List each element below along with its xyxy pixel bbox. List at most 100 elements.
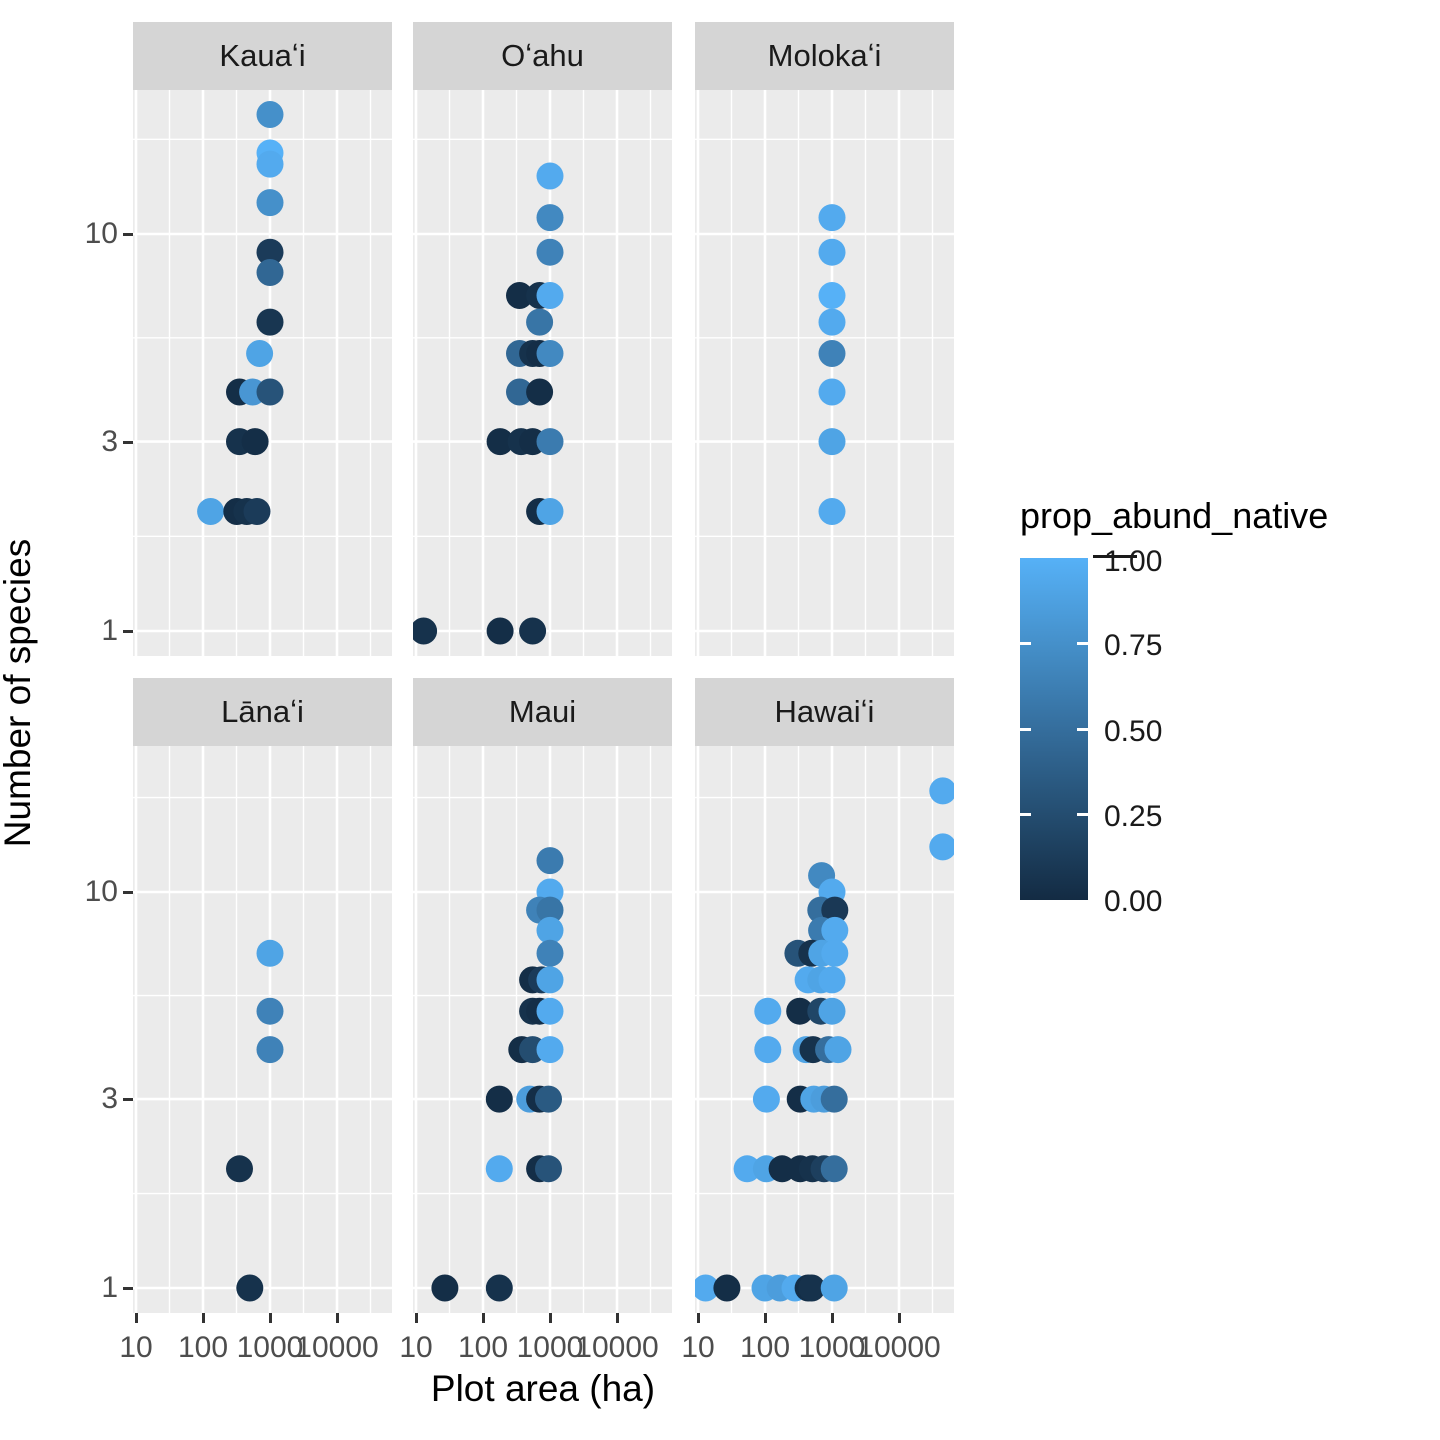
data-point bbox=[818, 340, 846, 367]
legend-title: prop_abund_native bbox=[1020, 495, 1329, 536]
x-tick-label: 10 bbox=[681, 1331, 715, 1364]
data-point bbox=[535, 1085, 562, 1113]
x-tick-mark bbox=[616, 1313, 619, 1323]
data-point bbox=[506, 282, 533, 309]
legend-tick-025-right bbox=[1077, 813, 1088, 816]
x-tick-label: 10000 bbox=[857, 1331, 941, 1364]
x-tick-mark bbox=[898, 1313, 901, 1323]
x-tick-mark bbox=[764, 1313, 767, 1323]
data-point bbox=[226, 1155, 253, 1183]
data-point bbox=[536, 340, 564, 367]
data-point bbox=[536, 997, 564, 1025]
data-point bbox=[818, 204, 846, 232]
legend-tick-075-right bbox=[1077, 642, 1088, 645]
facet-panel bbox=[133, 90, 392, 656]
facet-strip: Oʻahu bbox=[413, 22, 672, 90]
x-tick-label: 1000 bbox=[236, 1331, 304, 1364]
legend-label-050: 0.50 bbox=[1104, 715, 1163, 748]
data-point bbox=[241, 428, 269, 456]
points-layer bbox=[431, 847, 564, 1302]
data-point bbox=[526, 308, 554, 336]
facet-strip: Maui bbox=[413, 678, 672, 746]
data-point bbox=[536, 896, 564, 924]
panel-background bbox=[413, 746, 672, 1313]
data-point bbox=[818, 238, 846, 266]
data-point bbox=[536, 847, 564, 875]
data-point bbox=[536, 966, 564, 994]
data-point bbox=[256, 259, 284, 286]
data-point bbox=[818, 966, 846, 994]
data-point bbox=[733, 1155, 761, 1183]
panel-background bbox=[133, 746, 392, 1313]
panel-background bbox=[695, 90, 954, 656]
data-point bbox=[485, 1085, 513, 1113]
data-point bbox=[256, 1036, 284, 1064]
data-point bbox=[821, 896, 849, 924]
points-layer bbox=[413, 162, 564, 645]
data-point bbox=[821, 939, 849, 967]
gridlines bbox=[695, 90, 954, 656]
data-point bbox=[824, 1036, 852, 1064]
data-point bbox=[256, 378, 284, 406]
x-tick-mark bbox=[202, 1313, 205, 1323]
y-tick-mark bbox=[123, 440, 133, 444]
data-point bbox=[818, 308, 846, 336]
legend-tick-025-left bbox=[1020, 813, 1031, 816]
y-tick-label: 1 bbox=[101, 614, 118, 647]
data-point bbox=[256, 189, 284, 217]
x-tick-label: 10000 bbox=[575, 1331, 659, 1364]
points-layer bbox=[818, 204, 846, 525]
x-tick-label: 100 bbox=[739, 1331, 791, 1364]
x-axis-title: Plot area (ha) bbox=[430, 1368, 656, 1409]
data-point bbox=[754, 1036, 782, 1064]
points-layer bbox=[197, 101, 284, 525]
x-tick-mark bbox=[415, 1313, 418, 1323]
y-tick-mark bbox=[123, 1287, 133, 1290]
facet-strip: Molokaʻi bbox=[695, 22, 954, 90]
data-point bbox=[818, 428, 846, 456]
data-point bbox=[485, 1155, 513, 1183]
points-layer bbox=[695, 777, 954, 1302]
legend-label-075: 0.75 bbox=[1104, 629, 1163, 662]
facet-strip-label: Lānaʻi bbox=[221, 694, 304, 729]
x-tick-label: 1000 bbox=[798, 1331, 866, 1364]
data-point bbox=[536, 162, 564, 190]
data-point bbox=[818, 498, 846, 525]
data-point bbox=[536, 916, 564, 944]
data-point bbox=[243, 498, 271, 525]
data-point bbox=[256, 150, 284, 178]
y-tick-mark bbox=[123, 891, 133, 894]
x-tick-mark bbox=[269, 1313, 272, 1323]
data-point bbox=[786, 997, 814, 1025]
facet-panel bbox=[413, 90, 672, 656]
x-tick-mark bbox=[336, 1313, 339, 1323]
data-point bbox=[536, 428, 564, 456]
facet-panel bbox=[695, 746, 954, 1313]
data-point bbox=[818, 997, 846, 1025]
data-point bbox=[526, 378, 554, 406]
x-tick-label: 10 bbox=[399, 1331, 433, 1364]
data-point bbox=[486, 617, 514, 645]
panel-background bbox=[695, 746, 954, 1313]
panel-background bbox=[133, 90, 392, 656]
data-point bbox=[256, 308, 284, 336]
data-point bbox=[506, 378, 533, 406]
legend-tick-075-left bbox=[1020, 642, 1031, 645]
x-tick-mark bbox=[135, 1313, 138, 1323]
legend: prop_abund_native 1.00 0.75 0.50 0.25 0.… bbox=[1004, 495, 1424, 935]
x-tick-label: 10 bbox=[119, 1331, 153, 1364]
x-tick-mark bbox=[482, 1313, 485, 1323]
legend-label-100: 1.00 bbox=[1104, 545, 1163, 578]
facet-strip: Kauaʻi bbox=[133, 22, 392, 90]
facet-strip-label: Hawaiʻi bbox=[774, 694, 875, 729]
data-point bbox=[413, 617, 438, 645]
data-point bbox=[536, 939, 564, 967]
data-point bbox=[536, 282, 564, 309]
data-point bbox=[754, 997, 782, 1025]
legend-tick-050-left bbox=[1020, 728, 1031, 731]
x-tick-mark bbox=[697, 1313, 700, 1323]
data-point bbox=[536, 238, 564, 266]
y-tick-label: 1 bbox=[101, 1271, 118, 1304]
